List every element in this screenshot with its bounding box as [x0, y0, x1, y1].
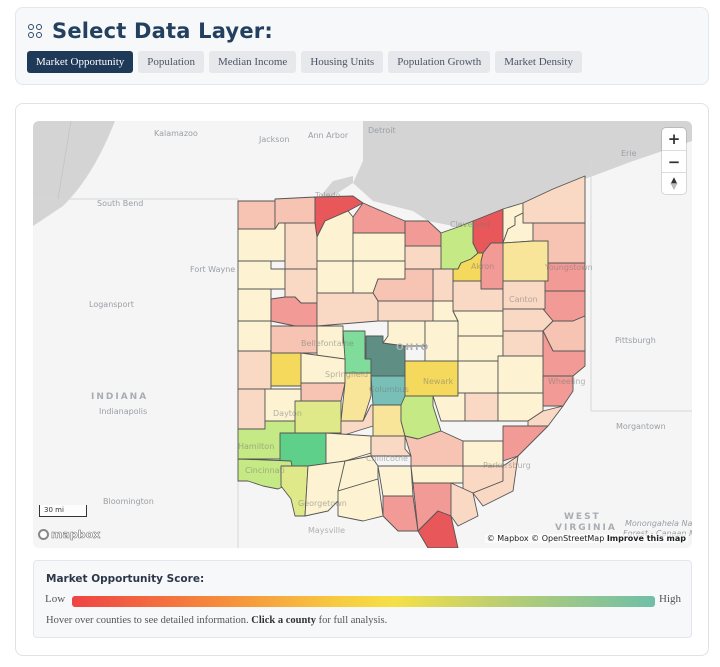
layer-tabs: Market Opportunity Population Median Inc… [27, 51, 582, 73]
compass-button[interactable]: ▲ ▼ [662, 172, 686, 194]
svg-text:Detroit: Detroit [368, 126, 396, 135]
svg-text:INDIANA: INDIANA [91, 392, 148, 402]
svg-text:Morgantown: Morgantown [616, 422, 666, 431]
svg-text:Youngstown: Youngstown [544, 263, 593, 272]
svg-text:Jackson: Jackson [258, 135, 289, 144]
svg-text:Pittsburgh: Pittsburgh [615, 336, 656, 345]
svg-text:Cleveland: Cleveland [450, 220, 490, 229]
svg-text:Bellefontaine: Bellefontaine [301, 339, 354, 348]
layer-selector-title: Select Data Layer: [52, 19, 273, 43]
compass-north-icon: ▲ [670, 175, 678, 186]
svg-text:Kalamazoo: Kalamazoo [154, 129, 198, 138]
svg-text:Hamilton: Hamilton [238, 442, 274, 451]
legend-gradient-bar [72, 596, 655, 607]
svg-text:Georgetown: Georgetown [298, 499, 347, 508]
tab-population[interactable]: Population [138, 51, 204, 73]
svg-text:VIRGINIA: VIRGINIA [555, 523, 617, 533]
data-layer-selector: Select Data Layer: Market Opportunity Po… [15, 7, 709, 85]
legend-title: Market Opportunity Score: [46, 573, 205, 585]
grid-dots-icon [28, 24, 42, 38]
svg-text:Akron: Akron [471, 262, 494, 271]
map-legend: Market Opportunity Score: Low High Hover… [33, 560, 692, 638]
svg-text:WEST: WEST [564, 512, 601, 522]
zoom-out-button[interactable]: − [662, 150, 686, 172]
mapbox-logo[interactable]: mapbox [38, 528, 101, 542]
mapbox-logo-icon [38, 529, 49, 540]
svg-text:Chillicothe: Chillicothe [366, 454, 408, 463]
svg-text:Fort Wayne: Fort Wayne [190, 265, 235, 274]
tab-population-growth[interactable]: Population Growth [388, 51, 491, 73]
map-scale-bar: 30 mi [39, 505, 87, 517]
mapbox-logo-text: mapbox [51, 528, 101, 542]
legend-help-text: Hover over counties to see detailed info… [46, 615, 387, 626]
svg-text:Indianapolis: Indianapolis [99, 407, 147, 416]
ohio-choropleth-map[interactable]: Kalamazoo Jackson Ann Arbor Detroit Erie… [33, 121, 692, 548]
compass-south-icon: ▼ [670, 181, 678, 192]
map-navigation-controls: + − ▲ ▼ [662, 128, 686, 194]
help-suffix: for full analysis. [318, 615, 388, 626]
svg-text:OHIO: OHIO [396, 343, 430, 353]
map-canvas[interactable]: Kalamazoo Jackson Ann Arbor Detroit Erie… [33, 121, 692, 548]
help-bold: Click a county [251, 615, 317, 626]
svg-text:Toledo: Toledo [314, 191, 341, 200]
map-attribution: © Mapbox © OpenStreetMap Improve this ma… [484, 534, 688, 543]
svg-text:Newark: Newark [423, 377, 454, 386]
svg-text:Erie: Erie [621, 149, 637, 158]
svg-text:Cincinnati: Cincinnati [245, 466, 285, 475]
svg-text:Forest - Canaan Mou: Forest - Canaan Mou [623, 529, 692, 538]
svg-text:South Bend: South Bend [97, 199, 143, 208]
tab-median-income[interactable]: Median Income [208, 51, 297, 73]
svg-text:Wheeling: Wheeling [548, 377, 585, 386]
svg-text:Maysville: Maysville [308, 526, 345, 535]
tab-market-density[interactable]: Market Density [495, 51, 582, 73]
tab-market-opportunity[interactable]: Market Opportunity [27, 51, 134, 73]
svg-text:Parkersburg: Parkersburg [483, 461, 531, 470]
legend-high-label: High [659, 593, 681, 605]
svg-text:Bloomington: Bloomington [103, 497, 154, 506]
svg-text:Springfield: Springfield [325, 370, 368, 379]
attribution-text[interactable]: © Mapbox © OpenStreetMap [486, 534, 605, 543]
legend-low-label: Low [45, 593, 66, 605]
svg-text:Columbus: Columbus [369, 385, 409, 394]
improve-map-link[interactable]: Improve this map [606, 534, 686, 543]
tab-housing-units[interactable]: Housing Units [301, 51, 384, 73]
zoom-in-button[interactable]: + [667, 130, 681, 148]
svg-text:Dayton: Dayton [273, 409, 302, 418]
layer-selector-header: Select Data Layer: [28, 19, 273, 43]
map-card: Kalamazoo Jackson Ann Arbor Detroit Erie… [15, 103, 709, 656]
help-prefix: Hover over counties to see detailed info… [46, 615, 249, 626]
svg-text:Monongahela Natio: Monongahela Natio [625, 519, 692, 528]
svg-text:Canton: Canton [509, 295, 538, 304]
svg-text:Ann Arbor: Ann Arbor [308, 131, 349, 140]
svg-text:Logansport: Logansport [89, 300, 134, 309]
